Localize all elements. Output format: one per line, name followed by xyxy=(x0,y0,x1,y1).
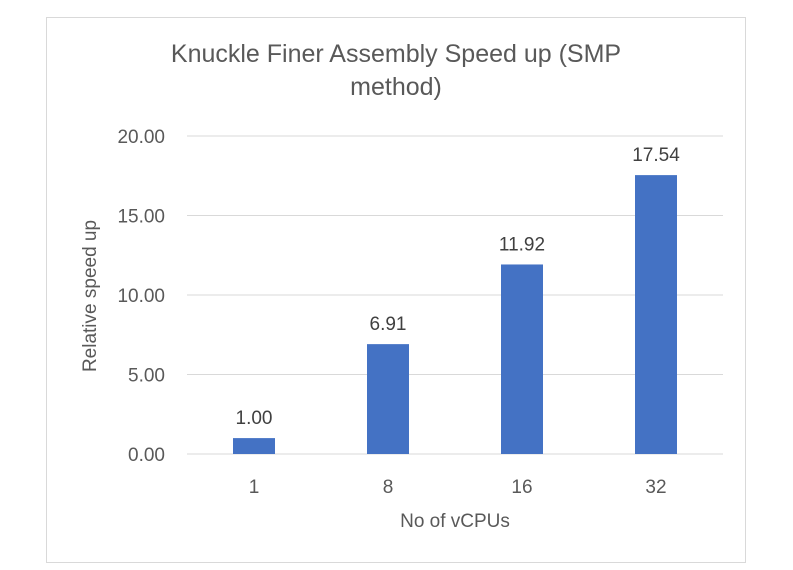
x-tick-labels: 1 8 16 32 xyxy=(249,477,667,498)
data-labels: 1.00 6.91 11.92 17.54 xyxy=(236,145,681,429)
bar-8 xyxy=(367,344,409,454)
x-tick-label: 8 xyxy=(383,477,394,498)
gridlines xyxy=(187,135,723,455)
data-label: 17.54 xyxy=(632,145,680,166)
bar-1 xyxy=(233,438,275,454)
bar-16 xyxy=(501,264,543,454)
chart-frame xyxy=(46,17,746,563)
x-tick-label: 16 xyxy=(511,477,532,498)
y-tick-label: 15.00 xyxy=(117,207,165,228)
y-tick-label: 5.00 xyxy=(128,366,165,387)
chart-title-text: Knuckle Finer Assembly Speed up (SMP met… xyxy=(170,40,622,101)
x-axis-label: No of vCPUs xyxy=(400,511,510,532)
data-label: 11.92 xyxy=(499,234,545,255)
y-tick-labels: 0.00 5.00 10.00 15.00 20.00 xyxy=(117,127,165,466)
x-tick-label: 32 xyxy=(645,477,666,498)
data-label: 1.00 xyxy=(236,408,273,429)
x-tick-label: 1 xyxy=(249,477,260,498)
bar-32 xyxy=(635,175,677,454)
chart-title: Knuckle Finer Assembly Speed up (SMP met… xyxy=(46,38,746,104)
y-tick-label: 10.00 xyxy=(117,286,165,307)
y-axis-label: Relative speed up xyxy=(80,220,101,372)
bars xyxy=(233,175,677,454)
y-tick-label: 20.00 xyxy=(117,127,165,148)
data-label: 6.91 xyxy=(370,314,407,335)
y-tick-label: 0.00 xyxy=(128,445,165,466)
